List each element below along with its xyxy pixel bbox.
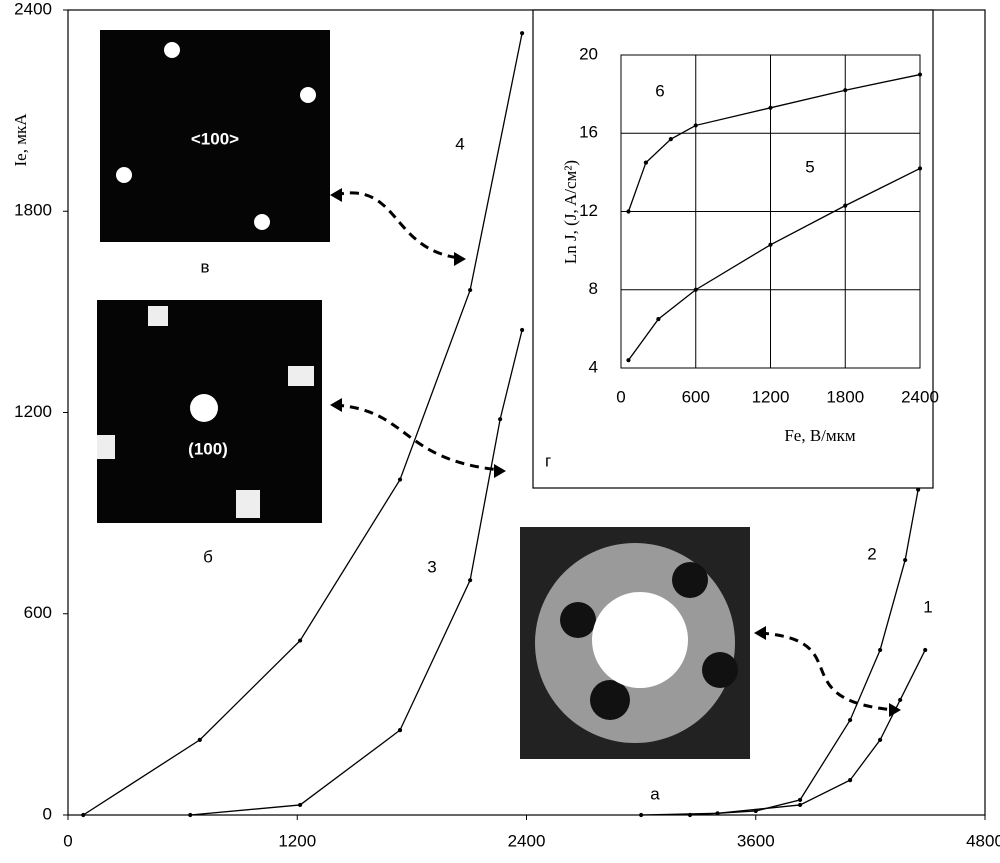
panel-label: г [545,451,551,470]
image-label: в [200,257,209,276]
inset-frame [532,9,934,489]
curve [626,72,923,214]
x-tick-label: 4800 [966,831,1000,850]
image-label: б [203,547,213,566]
x-tick-label: 0 [63,831,72,850]
image-caption: (100) [188,439,228,458]
curve-label: 2 [867,544,876,563]
curve-label: 3 [427,557,436,576]
x-tick-label: 600 [682,387,710,406]
y-axis-label: Ie, мкА [11,113,30,167]
curve [687,487,921,818]
x-axis-label: Fe, В/мкм [784,426,856,445]
image-caption: <100> [191,129,239,148]
image-a [520,527,750,759]
x-tick-label: 2400 [508,831,546,850]
y-tick-label: 1200 [14,402,52,421]
image-label: а [650,784,660,803]
y-tick-label: 12 [579,201,598,220]
y-tick-label: 4 [589,357,598,376]
y-tick-label: 20 [579,44,598,63]
curve-label: 4 [455,134,464,153]
curve-label: 6 [655,81,664,100]
curve-label: 5 [805,157,814,176]
x-tick-label: 0 [616,387,625,406]
x-tick-label: 2400 [901,387,939,406]
y-tick-label: 600 [24,603,52,622]
image-b: (100) [97,300,322,523]
x-tick-label: 1200 [278,831,316,850]
curve [81,31,525,818]
y-tick-label: 1800 [14,201,52,220]
x-tick-label: 1800 [826,387,864,406]
curve-label: 1 [923,597,932,616]
y-tick-label: 2400 [14,0,52,18]
x-tick-label: 3600 [737,831,775,850]
y-tick-label: 16 [579,123,598,142]
y-axis-label: Ln J, (J, A/см²) [561,160,580,264]
y-tick-label: 0 [43,804,52,823]
x-tick-label: 1200 [752,387,790,406]
y-tick-label: 8 [589,279,598,298]
image-v: <100> [100,30,330,242]
